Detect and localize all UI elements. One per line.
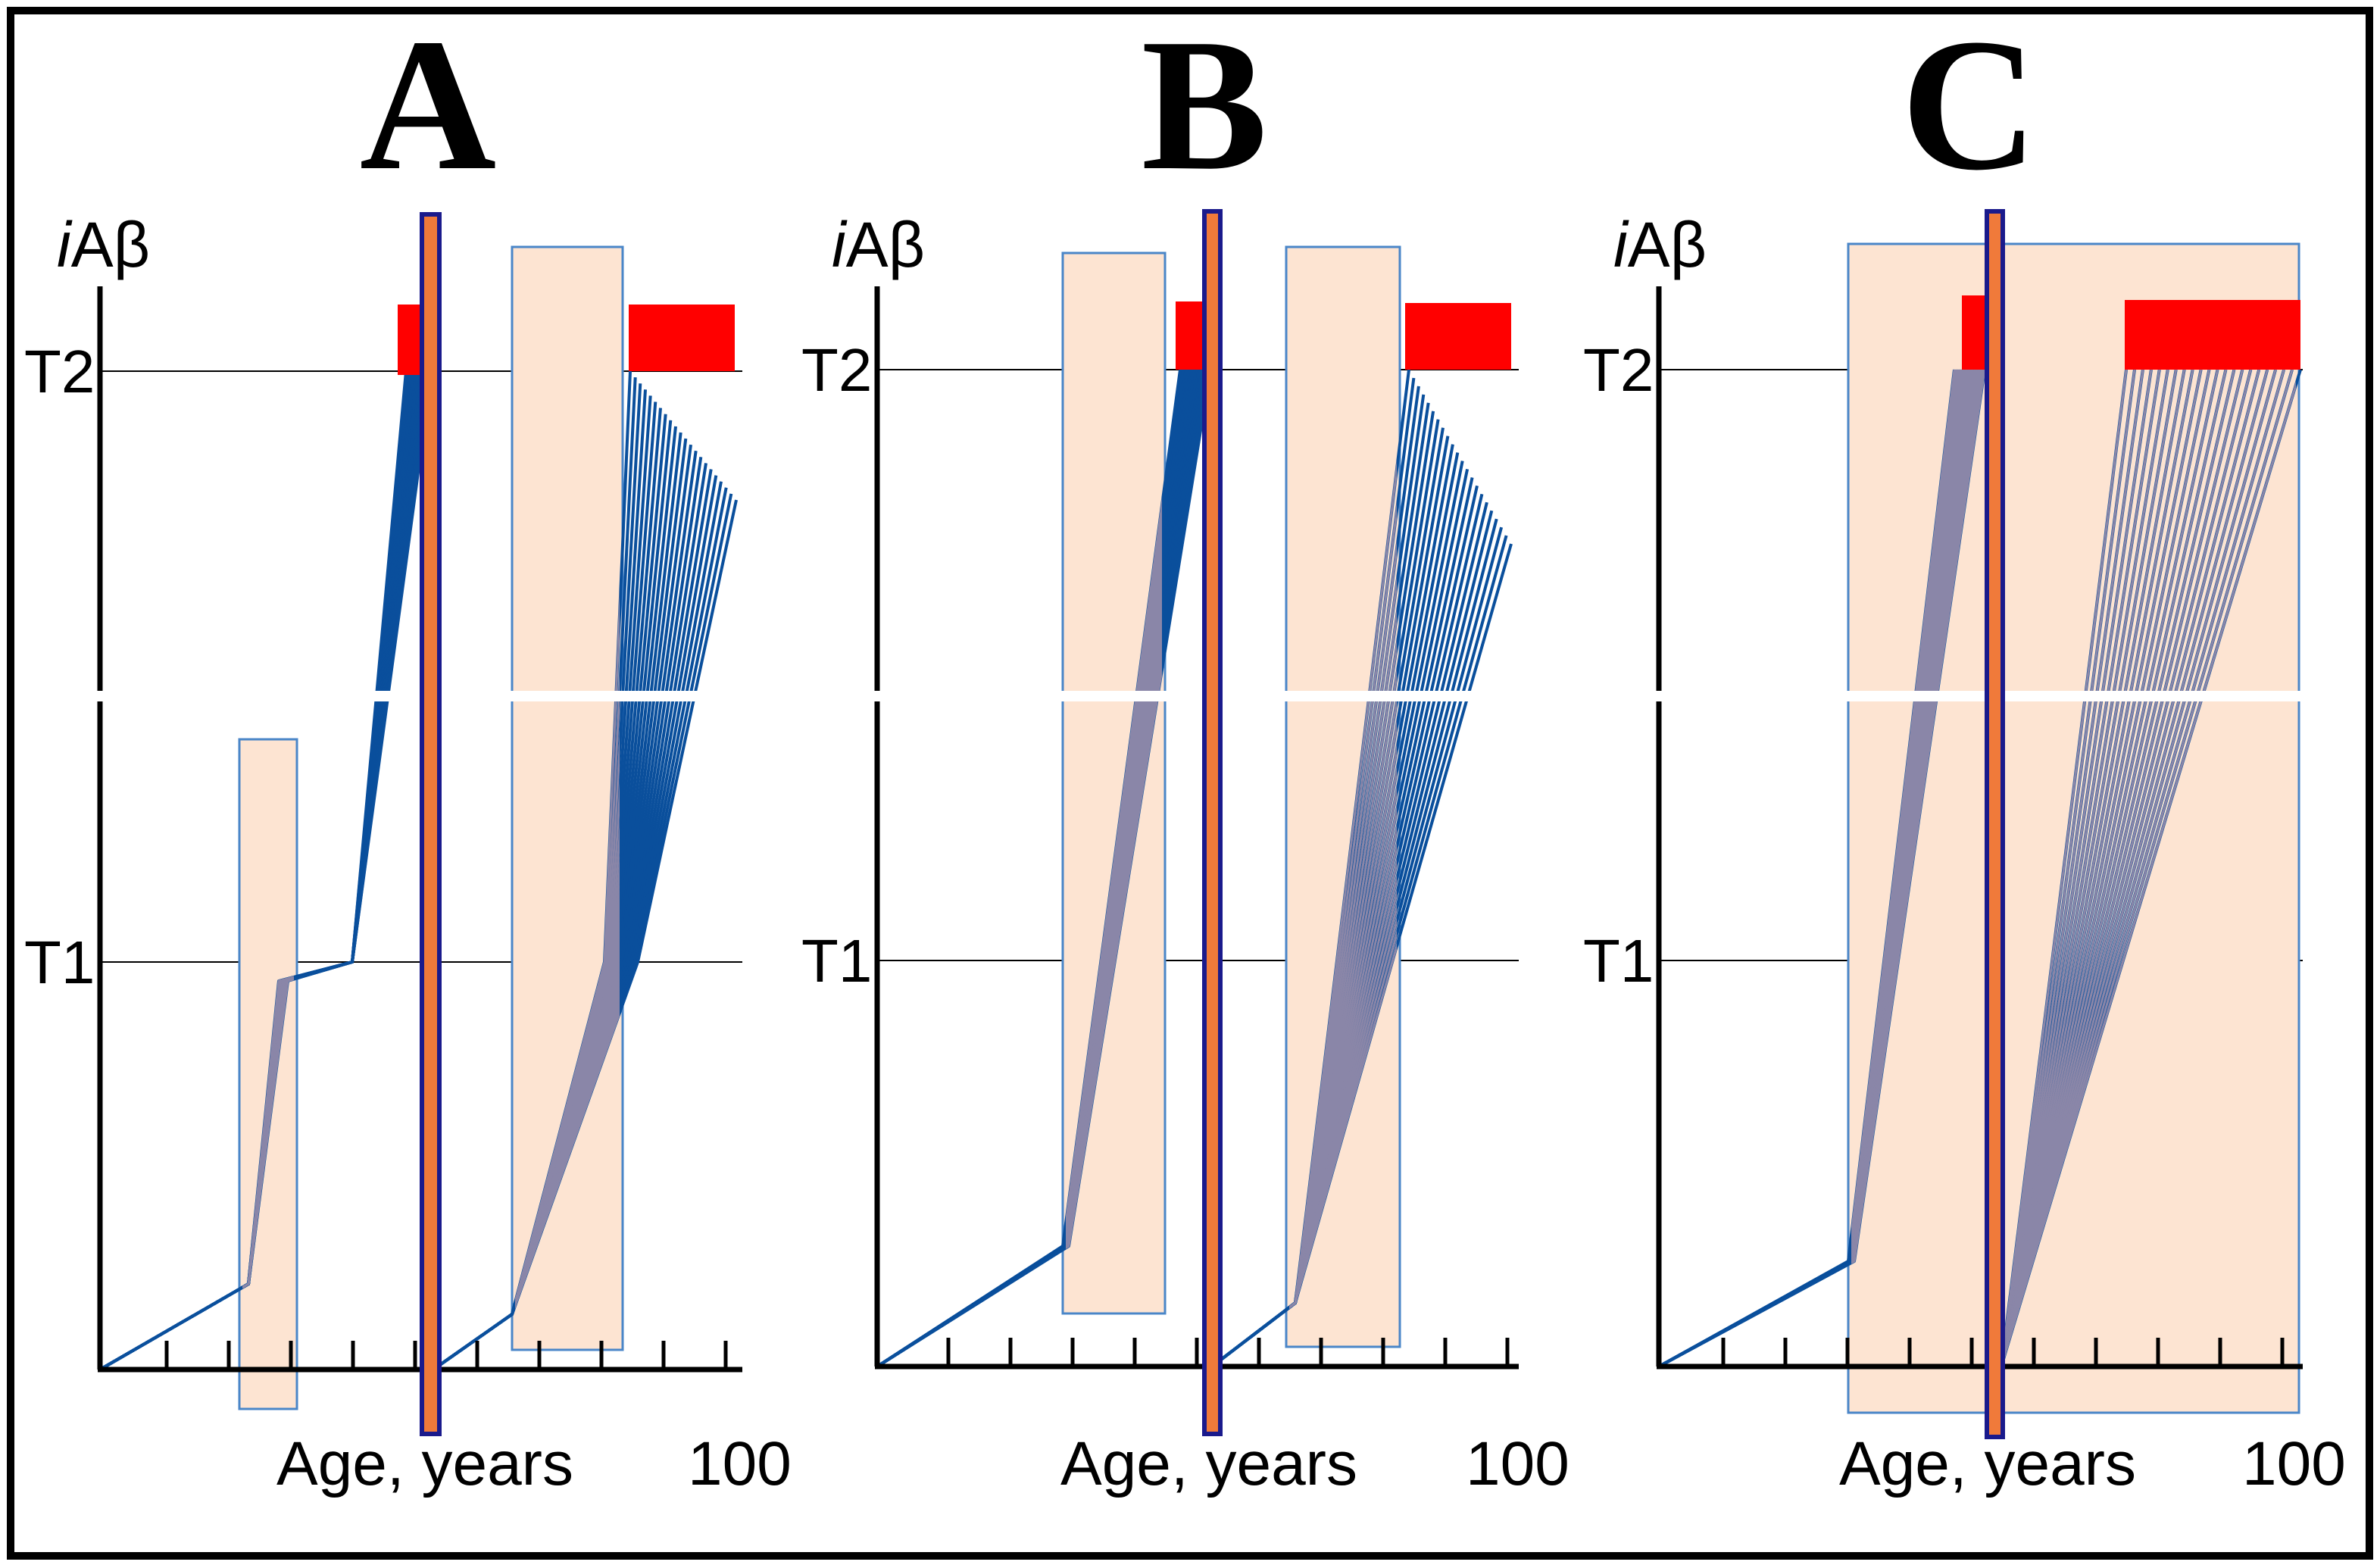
panel-c-trajectory-line-muted (2000, 369, 2269, 1367)
panel-b-letter: B (1142, 0, 1268, 210)
y-axis-label-main-part: Aβ (71, 209, 150, 280)
panel-b-threshold-t2-label: T2 (801, 336, 872, 404)
panel-c-letter: C (1901, 0, 2038, 210)
panel-c-trajectory-line-muted (2000, 369, 2161, 1367)
panel-b-x-axis-max-label: 100 (1466, 1429, 1569, 1498)
panel-c-trajectory-line-muted (2000, 369, 2294, 1367)
panel-a-event-marker (420, 212, 442, 1436)
y-axis-label-main-part: Aβ (1628, 209, 1707, 280)
panel-c-trajectory-line-muted (2000, 369, 2285, 1367)
panel-c-trajectory-line-muted (2000, 369, 2136, 1367)
panel-c-x-axis-max-label: 100 (2242, 1429, 2346, 1498)
panel-c-trajectory-line-muted (2000, 369, 2153, 1367)
panel-b-disease-bar-2 (1405, 303, 1511, 370)
panel-c-trajectory-line-muted (2000, 369, 2144, 1367)
panel-c-threshold-t2-label: T2 (1583, 336, 1654, 404)
panel-c-trajectory-line-muted (2000, 369, 2235, 1367)
panel-c-trajectory-line-muted (2000, 369, 2252, 1367)
panel-a-x-axis-label: Age, years (276, 1429, 573, 1498)
panel-a-disease-bar-2 (629, 305, 735, 371)
panel-c-event-marker (1985, 209, 2005, 1439)
panel-a-threshold-t2-label: T2 (24, 338, 95, 405)
panel-b-treatment-window-2 (1285, 245, 1401, 1348)
panel-c-x-axis-label: Age, years (1839, 1429, 2136, 1498)
panel-b-threshold-t1-label: T1 (801, 927, 872, 995)
y-axis-label-italic-part: i (1613, 209, 1629, 280)
panel-a-letter: A (360, 0, 497, 210)
panel-b-y-axis-label: iAβ (832, 209, 925, 280)
panel-c-trajectory-line-muted (1851, 369, 1986, 1264)
panel-c-y-axis-label: iAβ (1613, 209, 1707, 280)
panel-c-trajectory-line-muted (2000, 369, 2186, 1367)
panel-c-trajectory-line-muted (2000, 369, 2210, 1367)
panel-c-threshold-t1-label: T1 (1583, 927, 1654, 995)
y-axis-label-main-part: Aβ (846, 209, 925, 280)
panel-a-treatment-window-2 (511, 245, 624, 1351)
panel-c-trajectory-line-muted (2000, 369, 2128, 1367)
panel-a-y-axis-label: iAβ (57, 209, 150, 280)
panel-c-trajectory-line-muted (2000, 369, 2244, 1367)
y-axis-label-italic-part: i (57, 209, 73, 280)
panel-c-trajectory-line-muted (2000, 369, 2194, 1367)
panel-c-disease-bar-1 (1962, 295, 1988, 370)
panel-a-x-axis-max-label: 100 (688, 1429, 792, 1498)
panel-c-trajectory-line-muted (2000, 369, 2277, 1367)
panel-c-muted-trajectories (1851, 369, 2296, 1367)
panel-c-trajectory-line-muted (2000, 369, 2227, 1367)
panel-a-threshold-t1-label: T1 (24, 929, 95, 996)
y-axis-label-italic-part: i (832, 209, 848, 280)
panel-c-trajectory-line-muted (2000, 369, 2260, 1367)
panel-c-disease-bar-2 (2125, 300, 2300, 370)
panel-c-trajectory-line-muted (2000, 369, 2203, 1367)
panel-b-x-axis-label: Age, years (1060, 1429, 1357, 1498)
panel-c-trajectory-line-muted (2000, 380, 2296, 1367)
panel-c-trajectory-line-muted (2000, 369, 2219, 1367)
panel-c-trajectory-line-muted (2000, 369, 2178, 1367)
panel-b-event-marker (1202, 209, 1223, 1436)
panel-c-trajectory-line-muted (2000, 369, 2169, 1367)
